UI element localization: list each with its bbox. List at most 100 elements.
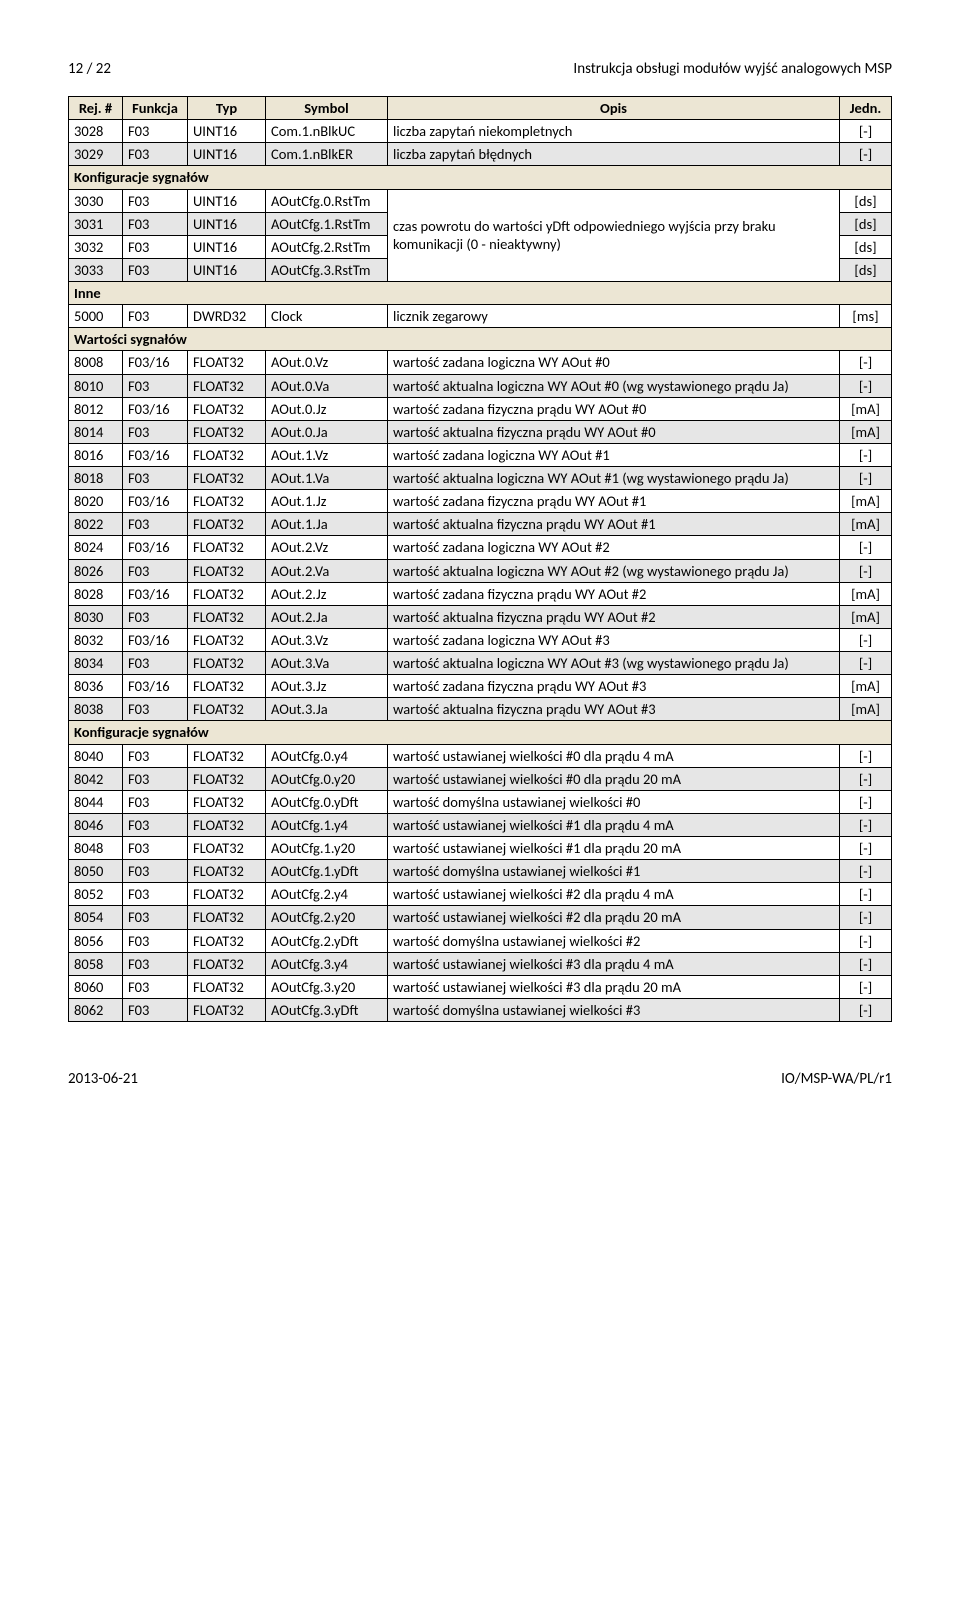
table-row: 8014F03FLOAT32AOut.0.Jawartość aktualna … — [69, 420, 892, 443]
table-row: 8052F03FLOAT32AOutCfg.2.y4wartość ustawi… — [69, 883, 892, 906]
cell-sym: AOut.1.Va — [266, 467, 388, 490]
cell-jedn: [-] — [840, 744, 892, 767]
cell-sym: AOutCfg.0.RstTm — [266, 189, 388, 212]
table-row: 8020F03/16FLOAT32AOut.1.Jzwartość zadana… — [69, 490, 892, 513]
cell-sym: AOut.3.Vz — [266, 628, 388, 651]
cell-opis: wartość aktualna fizyczna prądu WY AOut … — [388, 513, 840, 536]
cell-typ: DWRD32 — [188, 305, 266, 328]
cell-jedn: [-] — [840, 443, 892, 466]
cell-sym: AOut.1.Jz — [266, 490, 388, 513]
cell-jedn: [-] — [840, 790, 892, 813]
table-row: 8032F03/16FLOAT32AOut.3.Vzwartość zadana… — [69, 628, 892, 651]
table-row: Konfiguracje sygnałów — [69, 721, 892, 744]
cell-opis: wartość zadana logiczna WY AOut #2 — [388, 536, 840, 559]
table-row: 8044F03FLOAT32AOutCfg.0.yDftwartość domy… — [69, 790, 892, 813]
cell-typ: UINT16 — [188, 212, 266, 235]
cell-rej: 8040 — [69, 744, 123, 767]
cell-rej: 8016 — [69, 443, 123, 466]
cell-fun: F03/16 — [123, 490, 188, 513]
cell-typ: UINT16 — [188, 258, 266, 281]
cell-fun: F03 — [123, 420, 188, 443]
cell-rej: 8056 — [69, 929, 123, 952]
cell-typ: FLOAT32 — [188, 374, 266, 397]
cell-rej: 8054 — [69, 906, 123, 929]
cell-sym: AOutCfg.0.yDft — [266, 790, 388, 813]
cell-rej: 8018 — [69, 467, 123, 490]
cell-typ: FLOAT32 — [188, 929, 266, 952]
cell-jedn: [-] — [840, 374, 892, 397]
cell-rej: 5000 — [69, 305, 123, 328]
cell-sym: AOut.1.Ja — [266, 513, 388, 536]
cell-sym: AOut.2.Ja — [266, 605, 388, 628]
cell-typ: FLOAT32 — [188, 605, 266, 628]
cell-fun: F03 — [123, 790, 188, 813]
cell-rej: 8058 — [69, 952, 123, 975]
cell-fun: F03/16 — [123, 675, 188, 698]
cell-opis: licznik zegarowy — [388, 305, 840, 328]
cell-fun: F03 — [123, 212, 188, 235]
page-footer: 2013-06-21 IO/MSP-WA/PL/r1 — [68, 1070, 892, 1088]
cell-fun: F03/16 — [123, 443, 188, 466]
cell-jedn: [-] — [840, 860, 892, 883]
cell-fun: F03 — [123, 235, 188, 258]
cell-opis: wartość aktualna fizyczna prądu WY AOut … — [388, 698, 840, 721]
cell-jedn: [-] — [840, 837, 892, 860]
cell-typ: FLOAT32 — [188, 998, 266, 1021]
cell-rej: 8050 — [69, 860, 123, 883]
cell-sym: AOut.3.Jz — [266, 675, 388, 698]
cell-sym: AOut.3.Va — [266, 652, 388, 675]
cell-rej: 8030 — [69, 605, 123, 628]
cell-opis: wartość ustawianej wielkości #3 dla prąd… — [388, 952, 840, 975]
table-row: 8058F03FLOAT32AOutCfg.3.y4wartość ustawi… — [69, 952, 892, 975]
cell-opis: wartość zadana fizyczna prądu WY AOut #2 — [388, 582, 840, 605]
cell-sym: AOutCfg.0.y20 — [266, 767, 388, 790]
cell-typ: FLOAT32 — [188, 813, 266, 836]
table-row: 8008F03/16FLOAT32AOut.0.Vzwartość zadana… — [69, 351, 892, 374]
cell-typ: FLOAT32 — [188, 860, 266, 883]
cell-typ: FLOAT32 — [188, 467, 266, 490]
cell-jedn: [ds] — [840, 235, 892, 258]
cell-opis: wartość aktualna logiczna WY AOut #0 (wg… — [388, 374, 840, 397]
table-row: 8030F03FLOAT32AOut.2.Jawartość aktualna … — [69, 605, 892, 628]
cell-fun: F03 — [123, 559, 188, 582]
cell-typ: FLOAT32 — [188, 952, 266, 975]
table-row: 8040F03FLOAT32AOutCfg.0.y4wartość ustawi… — [69, 744, 892, 767]
cell-sym: AOutCfg.2.RstTm — [266, 235, 388, 258]
cell-jedn: [-] — [840, 929, 892, 952]
cell-fun: F03 — [123, 305, 188, 328]
cell-rej: 8022 — [69, 513, 123, 536]
cell-opis: wartość ustawianej wielkości #2 dla prąd… — [388, 883, 840, 906]
section-label: Konfiguracje sygnałów — [69, 166, 892, 189]
table-body: 3028F03UINT16Com.1.nBlkUCliczba zapytań … — [69, 120, 892, 1022]
cell-fun: F03/16 — [123, 536, 188, 559]
cell-fun: F03/16 — [123, 397, 188, 420]
cell-opis: wartość zadana logiczna WY AOut #0 — [388, 351, 840, 374]
cell-sym: Com.1.nBlkER — [266, 143, 388, 166]
cell-opis: wartość aktualna logiczna WY AOut #2 (wg… — [388, 559, 840, 582]
cell-opis: wartość aktualna fizyczna prądu WY AOut … — [388, 420, 840, 443]
cell-jedn: [mA] — [840, 582, 892, 605]
cell-jedn: [-] — [840, 467, 892, 490]
register-table: Rej. # Funkcja Typ Symbol Opis Jedn. 302… — [68, 96, 892, 1022]
cell-jedn: [-] — [840, 906, 892, 929]
cell-fun: F03 — [123, 605, 188, 628]
page-number: 12 / 22 — [68, 60, 111, 78]
cell-typ: FLOAT32 — [188, 559, 266, 582]
cell-rej: 8020 — [69, 490, 123, 513]
cell-typ: FLOAT32 — [188, 744, 266, 767]
footer-date: 2013-06-21 — [68, 1070, 138, 1088]
th-typ: Typ — [188, 97, 266, 120]
section-label: Inne — [69, 282, 892, 305]
cell-typ: FLOAT32 — [188, 906, 266, 929]
cell-sym: AOut.2.Va — [266, 559, 388, 582]
cell-jedn: [-] — [840, 628, 892, 651]
cell-jedn: [-] — [840, 767, 892, 790]
cell-opis: wartość zadana logiczna WY AOut #1 — [388, 443, 840, 466]
cell-sym: AOut.0.Vz — [266, 351, 388, 374]
cell-opis: wartość domyślna ustawianej wielkości #0 — [388, 790, 840, 813]
table-row: 8036F03/16FLOAT32AOut.3.Jzwartość zadana… — [69, 675, 892, 698]
cell-sym: AOutCfg.1.y20 — [266, 837, 388, 860]
cell-jedn: [-] — [840, 813, 892, 836]
cell-typ: FLOAT32 — [188, 675, 266, 698]
cell-rej: 8024 — [69, 536, 123, 559]
